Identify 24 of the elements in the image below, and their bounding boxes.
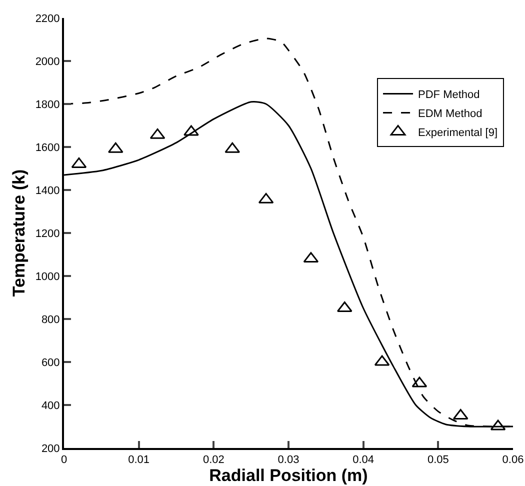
legend-label: Experimental [9] bbox=[418, 126, 498, 139]
point bbox=[184, 125, 199, 136]
x-tick-label: 0.02 bbox=[202, 454, 224, 466]
x-tick-label: 0 bbox=[60, 454, 68, 466]
legend-label: EDM Method bbox=[418, 108, 482, 120]
y-tick-label: 2200 bbox=[35, 12, 60, 25]
x-axis-title: Radiall Position (m) bbox=[209, 466, 368, 486]
y-tick-label: 2000 bbox=[35, 56, 60, 68]
y-tick-label: 1800 bbox=[35, 98, 60, 111]
y-axis-title: Temperature (k) bbox=[9, 169, 28, 297]
x-tick-label: 0.01 bbox=[128, 454, 150, 466]
y-tick-label: 1000 bbox=[35, 270, 60, 283]
x-tick-label: 0.06 bbox=[502, 454, 524, 466]
y-tick-label: 600 bbox=[41, 356, 60, 369]
y-tick-label: 800 bbox=[41, 314, 60, 326]
x-tick-label: 0.05 bbox=[427, 454, 449, 466]
y-tick-label: 1600 bbox=[35, 142, 60, 154]
y-tick-label: 200 bbox=[41, 442, 60, 455]
x-tick-label: 0.03 bbox=[278, 454, 300, 466]
y-tick-label: 1200 bbox=[35, 228, 60, 240]
y-tick-label: 400 bbox=[41, 400, 60, 412]
y-tick-label: 1400 bbox=[35, 184, 60, 197]
legend-label: PDF Method bbox=[418, 88, 480, 101]
x-tick-label: 0.04 bbox=[352, 454, 374, 466]
